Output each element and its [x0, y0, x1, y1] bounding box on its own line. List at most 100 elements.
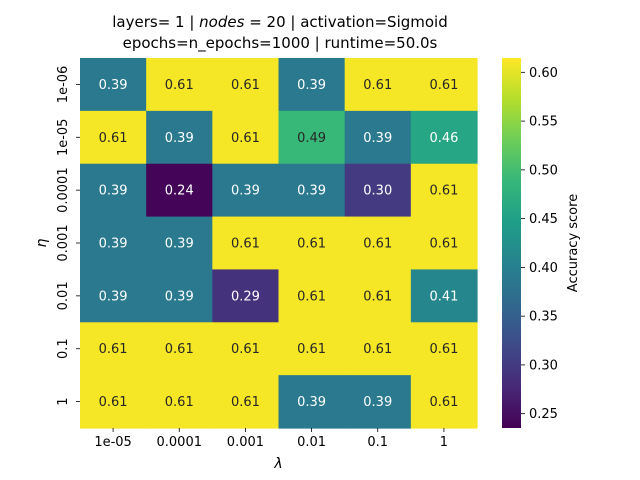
- cell-value-label: 0.41: [429, 289, 458, 304]
- cell-value-label: 0.61: [231, 237, 260, 252]
- heatmap-cell: [80, 269, 147, 323]
- cell-value-label: 0.39: [297, 184, 326, 199]
- cell-value-label: 0.39: [165, 131, 194, 146]
- cell-value-label: 0.61: [231, 131, 260, 146]
- heatmap-cell: [410, 58, 478, 112]
- cell-value-label: 0.61: [99, 131, 128, 146]
- chart-title-line2: epochs=n_epochs=1000 | runtime=50.0s: [122, 34, 438, 52]
- heatmap-cell: [410, 110, 478, 165]
- y-tick-label: 1e-05: [56, 119, 71, 157]
- heatmap-cell: [410, 322, 478, 376]
- cell-value-label: 0.61: [99, 395, 128, 410]
- heatmap-cell: [80, 322, 147, 376]
- cell-value-label: 0.61: [231, 395, 260, 410]
- heatmap-cell: [146, 58, 213, 112]
- cell-value-label: 0.61: [429, 342, 458, 357]
- cell-value-label: 0.39: [99, 184, 128, 199]
- heatmap-cell: [278, 269, 346, 323]
- cell-value-label: 0.61: [297, 289, 326, 304]
- heatmap-cell: [278, 110, 346, 165]
- cell-value-label: 0.39: [363, 395, 392, 410]
- cell-value-label: 0.61: [429, 395, 458, 410]
- cell-value-label: 0.39: [165, 237, 194, 252]
- heatmap-cell: [212, 322, 280, 376]
- cell-value-label: 0.61: [165, 395, 194, 410]
- heatmap-cell: [80, 375, 147, 429]
- heatmap-cell: [278, 163, 346, 218]
- heatmap-cell: [146, 110, 213, 165]
- y-tick-label: 0.0001: [56, 167, 71, 213]
- cell-value-label: 0.61: [165, 342, 194, 357]
- heatmap-cell: [410, 163, 478, 218]
- heatmap-cell: [410, 216, 478, 271]
- heatmap-cell: [278, 322, 346, 376]
- cell-value-label: 0.61: [297, 237, 326, 252]
- heatmap-cell: [146, 269, 213, 323]
- y-tick-label: 0.01: [56, 281, 71, 310]
- cell-value-label: 0.61: [363, 237, 392, 252]
- heatmap-cell: [212, 216, 280, 271]
- cell-value-label: 0.46: [429, 131, 458, 146]
- cell-value-label: 0.24: [165, 184, 194, 199]
- colorbar-tick-label: 0.50: [529, 163, 558, 178]
- cell-value-label: 0.30: [363, 184, 392, 199]
- heatmap-cell: [410, 269, 478, 323]
- cell-value-label: 0.39: [99, 289, 128, 304]
- y-tick-label: 1: [56, 397, 71, 405]
- cell-value-label: 0.39: [363, 131, 392, 146]
- colorbar: [502, 58, 521, 428]
- y-tick-label: 1e-06: [56, 66, 71, 104]
- heatmap-cell: [80, 216, 147, 271]
- cell-value-label: 0.61: [363, 342, 392, 357]
- colorbar-tick-label: 0.40: [529, 261, 558, 276]
- heatmap-cell: [410, 375, 478, 429]
- cell-value-label: 0.61: [165, 78, 194, 93]
- cell-value-label: 0.61: [429, 78, 458, 93]
- cell-value-label: 0.61: [231, 78, 260, 93]
- heatmap-cell: [344, 163, 412, 218]
- heatmap-cell: [344, 322, 412, 376]
- heatmap-cell: [146, 216, 213, 271]
- cell-value-label: 0.61: [363, 289, 392, 304]
- cell-value-label: 0.61: [231, 342, 260, 357]
- colorbar-tick-label: 0.60: [529, 66, 558, 81]
- heatmap-cell: [146, 322, 213, 376]
- x-tick-label: 0.1: [367, 435, 388, 450]
- cell-value-label: 0.39: [165, 289, 194, 304]
- heatmap-cell: [344, 58, 412, 112]
- y-tick-label: 0.001: [56, 224, 71, 261]
- heatmap-cell: [80, 110, 147, 165]
- x-tick-label: 0.001: [227, 435, 264, 450]
- heatmap-cell: [212, 58, 280, 112]
- cell-value-label: 0.61: [297, 342, 326, 357]
- x-tick-label: 0.0001: [157, 435, 203, 450]
- colorbar-tick-label: 0.45: [529, 212, 558, 227]
- cell-value-label: 0.39: [99, 237, 128, 252]
- cell-value-label: 0.39: [231, 184, 260, 199]
- cell-value-label: 0.29: [231, 289, 260, 304]
- heatmap-cell: [80, 58, 147, 112]
- x-tick-label: 1: [440, 435, 448, 450]
- heatmap-cell: [212, 110, 280, 165]
- cell-value-label: 0.61: [363, 78, 392, 93]
- cell-value-label: 0.39: [99, 78, 128, 93]
- colorbar-tick-label: 0.35: [529, 310, 558, 325]
- y-axis-label: η: [34, 238, 50, 247]
- chart-title-line1: layers= 1 | nodes = 20 | activation=Sigm…: [112, 13, 448, 31]
- heatmap-cell: [212, 269, 280, 323]
- heatmap-cell: [344, 375, 412, 429]
- cell-value-label: 0.39: [297, 78, 326, 93]
- x-axis-label: λ: [273, 456, 282, 472]
- heatmap-cell: [212, 375, 280, 429]
- heatmap-cell: [146, 375, 213, 429]
- heatmap-cell: [278, 216, 346, 271]
- heatmap-cell: [344, 110, 412, 165]
- cell-value-label: 0.61: [429, 184, 458, 199]
- colorbar-label: Accuracy score: [566, 194, 581, 292]
- heatmap-cell: [278, 58, 346, 112]
- colorbar-tick-label: 0.30: [529, 358, 558, 373]
- cell-value-label: 0.61: [429, 237, 458, 252]
- cell-value-label: 0.49: [297, 131, 326, 146]
